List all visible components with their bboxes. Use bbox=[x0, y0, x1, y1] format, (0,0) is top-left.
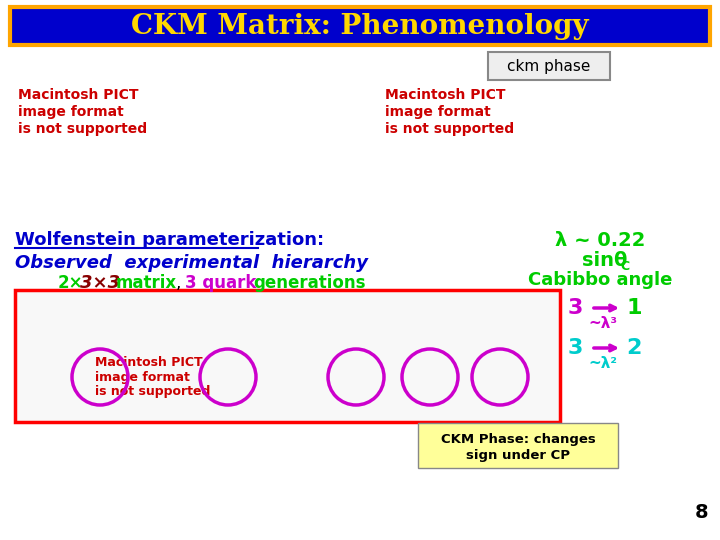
Text: ckm phase: ckm phase bbox=[508, 58, 590, 73]
Bar bbox=[418, 423, 618, 468]
Text: sign under CP: sign under CP bbox=[466, 449, 570, 462]
Bar bbox=[10, 7, 710, 45]
Text: is not supported: is not supported bbox=[95, 386, 210, 399]
Text: λ ~ 0.22: λ ~ 0.22 bbox=[555, 231, 645, 249]
Text: 8: 8 bbox=[696, 503, 708, 522]
Text: generations: generations bbox=[253, 274, 366, 292]
Text: 2×: 2× bbox=[58, 274, 84, 292]
Text: image format: image format bbox=[95, 370, 190, 383]
Text: 1: 1 bbox=[626, 298, 642, 318]
Text: 3: 3 bbox=[567, 338, 582, 358]
Text: C: C bbox=[620, 260, 629, 273]
Text: 2: 2 bbox=[626, 338, 642, 358]
Text: Cabibbo angle: Cabibbo angle bbox=[528, 271, 672, 289]
Text: Observed  experimental  hierarchy: Observed experimental hierarchy bbox=[15, 254, 368, 272]
Text: 3: 3 bbox=[567, 298, 582, 318]
Text: 3×3: 3×3 bbox=[80, 274, 120, 292]
Text: ,: , bbox=[176, 274, 181, 292]
Bar bbox=[488, 52, 610, 80]
Text: 3 quark: 3 quark bbox=[185, 274, 256, 292]
Text: Macintosh PICT: Macintosh PICT bbox=[18, 88, 138, 102]
Bar bbox=[15, 290, 560, 422]
Text: sinθ: sinθ bbox=[582, 252, 627, 271]
Text: CKM Matrix: Phenomenology: CKM Matrix: Phenomenology bbox=[131, 12, 589, 39]
Text: matrix: matrix bbox=[116, 274, 177, 292]
Text: ~λ²: ~λ² bbox=[588, 356, 618, 372]
Text: Macintosh PICT: Macintosh PICT bbox=[95, 355, 202, 368]
Text: is not supported: is not supported bbox=[385, 122, 514, 136]
Text: ~λ³: ~λ³ bbox=[588, 316, 618, 332]
Text: Macintosh PICT: Macintosh PICT bbox=[385, 88, 505, 102]
Text: is not supported: is not supported bbox=[18, 122, 147, 136]
Text: image format: image format bbox=[385, 105, 491, 119]
Text: Wolfenstein parameterization:: Wolfenstein parameterization: bbox=[15, 231, 324, 249]
Text: CKM Phase: changes: CKM Phase: changes bbox=[441, 433, 595, 446]
Text: image format: image format bbox=[18, 105, 124, 119]
